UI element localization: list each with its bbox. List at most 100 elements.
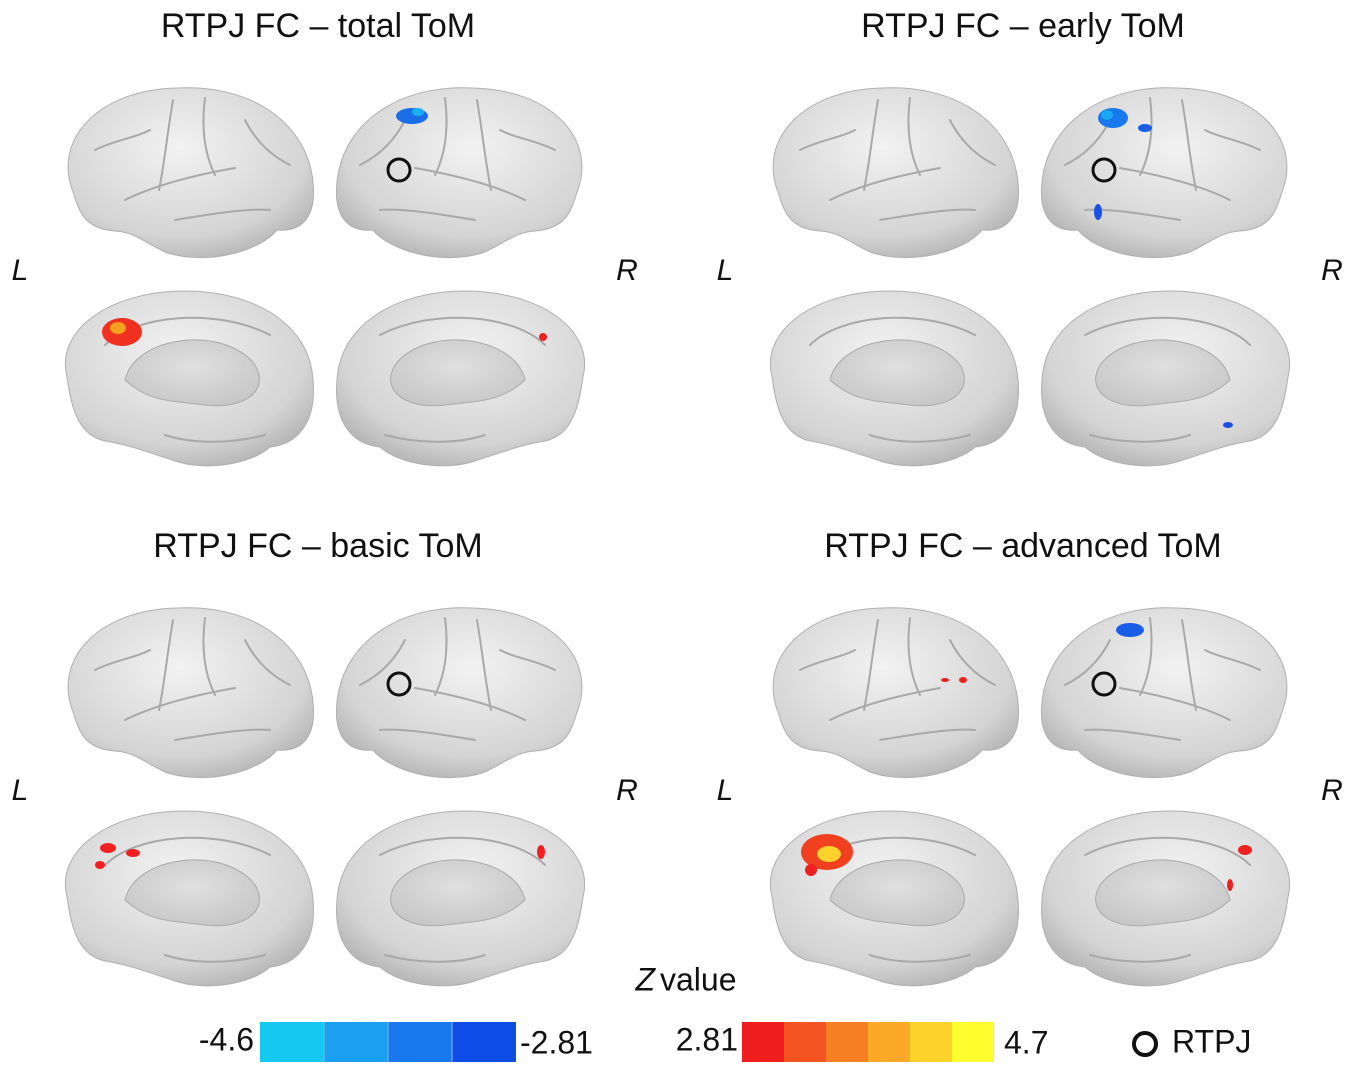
medial-brain <box>64 290 314 467</box>
activation <box>110 322 126 334</box>
sulcus <box>104 836 271 866</box>
panel: RTPJ FC – basic ToM L R <box>12 527 638 987</box>
sulcus <box>1139 617 1153 696</box>
cortex <box>772 87 1020 259</box>
panel-title: RTPJ FC – early ToM <box>861 7 1185 45</box>
sulcus <box>809 316 976 346</box>
activation <box>959 677 967 683</box>
sulcus <box>829 167 941 201</box>
sulcus <box>1119 167 1231 201</box>
sulcus <box>164 434 266 443</box>
positive-colorbar <box>742 1022 994 1062</box>
sulcus <box>879 208 976 221</box>
lateral-brain <box>335 607 583 779</box>
sulcus <box>1084 316 1251 346</box>
sulcus <box>949 119 996 166</box>
activation <box>537 845 545 859</box>
sulcus <box>476 99 492 191</box>
sulcus <box>94 129 151 151</box>
activation <box>1227 879 1233 891</box>
legend-neg-max: -2.81 <box>520 1024 593 1060</box>
corpus-callosum <box>1095 339 1231 407</box>
sulcus <box>907 97 921 176</box>
cortex <box>1040 87 1288 259</box>
panel: RTPJ FC – early ToM L R <box>717 7 1343 467</box>
sulcus <box>949 639 996 686</box>
sulcus <box>1119 687 1231 721</box>
right-label: R <box>616 774 638 807</box>
activation <box>1138 124 1152 132</box>
legend: Z value -4.6 -2.81 2.81 4.7 RTPJ <box>199 961 1251 1062</box>
sulcus <box>174 208 271 221</box>
sulcus <box>907 617 921 696</box>
sulcus <box>799 129 856 151</box>
sulcus <box>434 97 448 176</box>
sulcus <box>863 619 879 711</box>
sulcus <box>379 728 476 741</box>
medial-brain <box>64 810 314 987</box>
sulcus <box>879 728 976 741</box>
sulcus <box>1084 836 1251 866</box>
left-label: L <box>12 774 29 807</box>
sulcus <box>158 619 174 711</box>
left-label: L <box>717 774 734 807</box>
legend-marker-label: RTPJ <box>1172 1023 1251 1059</box>
sulcus <box>359 639 406 686</box>
sulcus <box>202 97 216 176</box>
sulcus <box>1204 129 1261 151</box>
activation <box>817 846 841 862</box>
lateral-brain <box>1040 607 1288 779</box>
activation <box>539 333 547 341</box>
rtpj-marker <box>1091 157 1117 183</box>
right-label: R <box>1321 774 1343 807</box>
corpus-callosum <box>124 339 260 407</box>
sulcus <box>869 434 971 443</box>
sulcus <box>829 687 941 721</box>
sulcus <box>244 119 291 166</box>
activation <box>126 849 140 857</box>
lateral-brain <box>67 87 315 259</box>
lateral-brain <box>67 607 315 779</box>
rtpj-marker <box>1091 671 1117 697</box>
sulcus <box>379 208 476 221</box>
right-label: R <box>1321 254 1343 287</box>
sulcus <box>244 639 291 686</box>
corpus-callosum <box>390 339 526 407</box>
medial-brain <box>1041 290 1291 467</box>
lateral-brain <box>772 607 1020 779</box>
activation <box>941 678 949 682</box>
negative-colorbar <box>260 1022 516 1062</box>
cortex <box>335 607 583 779</box>
sulcus <box>174 728 271 741</box>
sulcus <box>1084 208 1181 221</box>
activation <box>1223 422 1233 428</box>
activation <box>95 861 105 869</box>
sulcus <box>863 99 879 191</box>
corpus-callosum <box>124 859 260 927</box>
activation <box>1094 204 1102 220</box>
cortex <box>67 607 315 779</box>
activation <box>100 843 116 853</box>
sulcus <box>379 316 546 346</box>
activation <box>805 864 817 876</box>
sulcus <box>1084 728 1181 741</box>
left-label: L <box>717 254 734 287</box>
sulcus <box>164 954 266 963</box>
corpus-callosum <box>829 339 965 407</box>
sulcus <box>414 687 526 721</box>
panel-title: RTPJ FC – advanced ToM <box>824 527 1221 565</box>
sulcus <box>476 619 492 711</box>
cortex <box>335 87 583 259</box>
sulcus <box>94 649 151 671</box>
sulcus <box>499 129 556 151</box>
sulcus <box>1089 954 1191 963</box>
sulcus <box>434 617 448 696</box>
sulcus <box>124 687 236 721</box>
sulcus <box>158 99 174 191</box>
sulcus <box>1139 97 1153 176</box>
medial-brain <box>769 810 1019 987</box>
medial-brain <box>1041 810 1291 987</box>
panel: RTPJ FC – advanced ToM L R <box>717 527 1343 987</box>
